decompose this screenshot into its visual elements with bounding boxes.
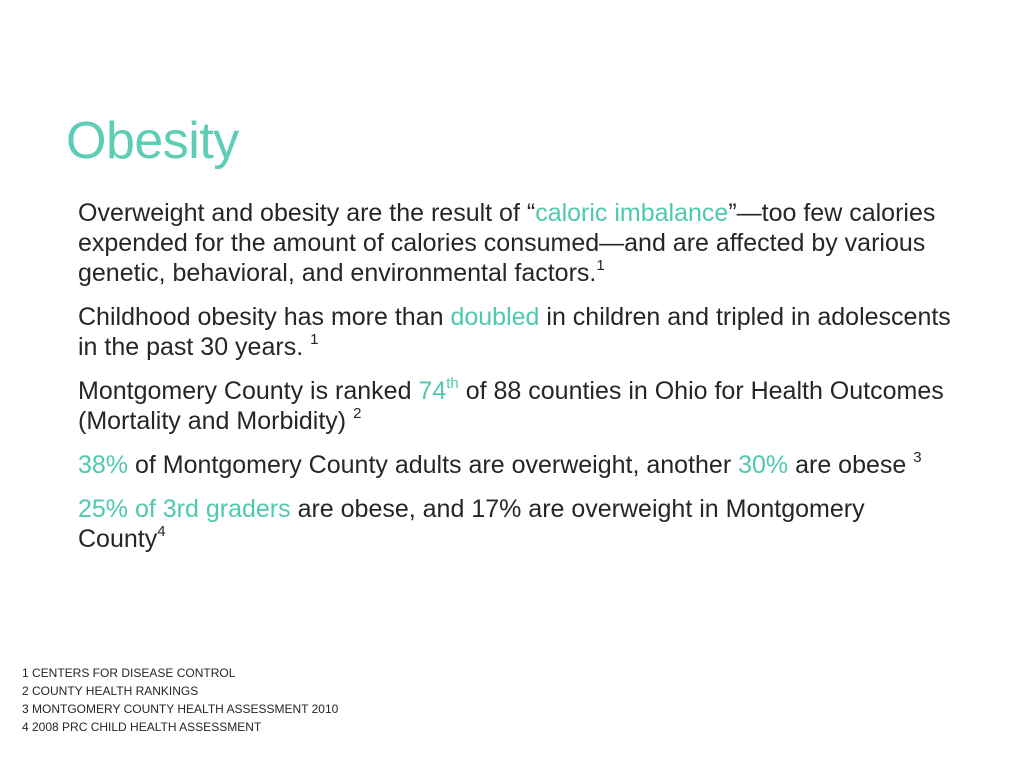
footnote-item: 4 2008 PRC CHILD HEALTH ASSESSMENT — [22, 720, 262, 734]
footnote-ref: 1 — [310, 330, 319, 348]
paragraph-childhood-obesity: Childhood obesity has more than doubled … — [78, 302, 958, 362]
highlight-overweight-percent: 38% — [78, 451, 129, 479]
footnote-ref: 2 — [353, 404, 362, 422]
footnotes: 1 CENTERS FOR DISEASE CONTROL 2 COUNTY H… — [22, 664, 338, 736]
paragraph-text: are obese, and 17% are overweight in Mon… — [78, 495, 865, 553]
slide-title: Obesity — [66, 112, 239, 170]
footnote-ref: 4 — [157, 522, 166, 540]
highlight-doubled: doubled — [450, 303, 540, 331]
rank-number: 74 — [418, 377, 447, 405]
highlight-third-graders: 25% of 3rd graders — [78, 495, 291, 523]
paragraph-adult-obesity: 38% of Montgomery County adults are over… — [78, 450, 958, 480]
footnote-item: 2 COUNTY HEALTH RANKINGS — [22, 684, 199, 698]
slide-body: Overweight and obesity are the result of… — [78, 198, 958, 568]
highlight-rank: 74th — [418, 374, 459, 405]
highlight-caloric-imbalance: caloric imbalance — [535, 199, 729, 227]
paragraph-text: of 88 counties in Ohio for Health Outcom… — [78, 377, 944, 435]
paragraph-caloric-imbalance: Overweight and obesity are the result of… — [78, 198, 958, 288]
footnote-item: 3 MONTGOMERY COUNTY HEALTH ASSESSMENT 20… — [22, 702, 339, 716]
paragraph-text: in children and tripled in adolescents i… — [78, 303, 951, 361]
footnote-ref: 3 — [913, 448, 922, 466]
paragraph-text: of Montgomery County adults are overweig… — [128, 451, 739, 479]
paragraph-text: Childhood obesity has more than — [78, 303, 451, 331]
paragraph-county-ranking: Montgomery County is ranked 74th of 88 c… — [78, 376, 958, 436]
paragraph-text: Montgomery County is ranked — [78, 377, 419, 405]
paragraph-text: are obese — [788, 451, 914, 479]
rank-suffix: th — [446, 374, 459, 392]
paragraph-text: ”—too few calories expended for the amou… — [78, 199, 936, 287]
paragraph-text: Overweight and obesity are the result of… — [78, 199, 536, 227]
paragraph-third-graders: 25% of 3rd graders are obese, and 17% ar… — [78, 494, 958, 554]
footnote-ref: 1 — [596, 256, 605, 274]
footnote-item: 1 CENTERS FOR DISEASE CONTROL — [22, 666, 236, 680]
highlight-obese-percent: 30% — [738, 451, 789, 479]
